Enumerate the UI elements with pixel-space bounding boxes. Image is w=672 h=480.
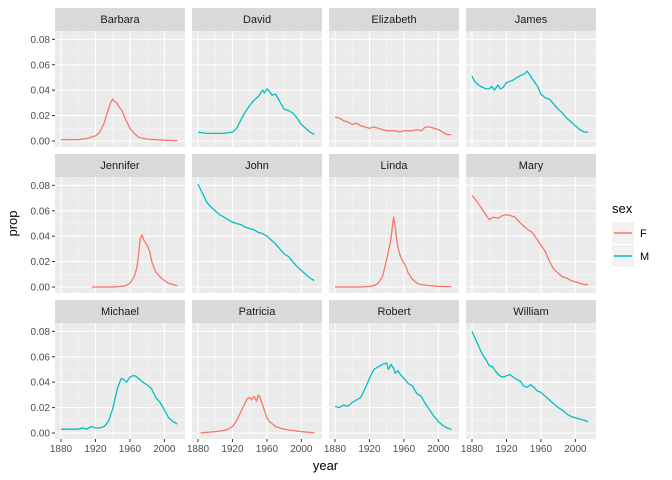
panel-background <box>466 177 596 293</box>
legend-label: M <box>640 251 649 263</box>
y-tick-label: 0.06 <box>31 206 51 217</box>
x-axis-title: year <box>313 458 339 473</box>
y-tick-label: 0.04 <box>31 378 51 389</box>
facet-panel-william: William <box>466 300 596 439</box>
panel-background <box>192 31 322 147</box>
x-tick-label: 1920 <box>358 444 381 455</box>
series-line-mary <box>471 195 589 286</box>
y-tick-label: 0.06 <box>31 352 51 363</box>
facet-strip-label: Patricia <box>239 306 277 318</box>
series-line-david <box>197 88 315 136</box>
facet-panels: Barbara David Elizabeth James Jennifer John Li… <box>55 8 596 439</box>
y-tick-label: 0.02 <box>31 257 51 268</box>
series-line-jennifer <box>92 234 178 288</box>
x-tick-label: 1880 <box>324 444 347 455</box>
y-tick-label: 0.06 <box>31 60 51 71</box>
y-tick-label: 0.00 <box>31 283 51 294</box>
facet-panel-robert: Robert <box>329 300 459 439</box>
axes: 0.00 0.02 0.04 0.06 0.08 0.00 0.02 0.04 0.06 0.08… <box>31 35 587 455</box>
x-tick-label: 1960 <box>256 444 279 455</box>
facet-strip-label: David <box>243 14 271 26</box>
facet-strip-label: Elizabeth <box>371 14 416 26</box>
x-tick-label: 1960 <box>393 444 416 455</box>
x-tick-label: 1920 <box>221 444 244 455</box>
panel-background <box>55 177 185 293</box>
y-tick-label: 0.02 <box>31 403 51 414</box>
y-axis-title: prop <box>5 210 20 236</box>
series-line-robert <box>334 362 452 430</box>
x-tick-label: 2000 <box>427 444 450 455</box>
series-line-william <box>471 331 589 423</box>
series-line-linda <box>335 216 452 288</box>
legend-title: sex <box>612 201 633 216</box>
facet-strip <box>466 300 596 323</box>
series-line-michael <box>61 375 178 430</box>
panel-background <box>192 177 322 293</box>
panel-background <box>466 323 596 439</box>
series-line-barbara <box>61 98 178 142</box>
panel-background <box>329 177 459 293</box>
x-tick-label: 2000 <box>564 444 587 455</box>
facet-strip-label: James <box>515 14 548 26</box>
facet-panel-michael: Michael <box>55 300 185 439</box>
facet-strip <box>55 8 185 31</box>
x-tick-label: 1960 <box>530 444 553 455</box>
x-tick-label: 1880 <box>187 444 210 455</box>
facet-strip-label: Robert <box>377 306 410 318</box>
x-tick-label: 2000 <box>290 444 313 455</box>
facet-panel-jennifer: Jennifer <box>55 154 185 293</box>
panel-background <box>55 31 185 147</box>
facet-strip-label: Linda <box>381 160 409 172</box>
x-tick-label: 1880 <box>461 444 484 455</box>
y-tick-label: 0.08 <box>31 327 51 338</box>
facet-strip-label: Mary <box>519 160 544 172</box>
series-line-patricia <box>200 394 315 434</box>
facet-panel-barbara: Barbara <box>55 8 185 147</box>
panel-background <box>329 323 459 439</box>
facet-panel-james: James <box>466 8 596 147</box>
x-tick-label: 1960 <box>119 444 142 455</box>
series-line-elizabeth <box>334 116 452 136</box>
facet-strip <box>329 300 459 323</box>
y-tick-label: 0.00 <box>31 429 51 440</box>
facet-strip-label: Jennifer <box>100 160 139 172</box>
y-tick-label: 0.04 <box>31 232 51 243</box>
y-tick-label: 0.02 <box>31 111 51 122</box>
panel-background <box>329 31 459 147</box>
facet-strip-label: William <box>513 306 548 318</box>
facet-strip <box>192 300 322 323</box>
facet-panel-john: John <box>192 154 322 293</box>
facet-strip <box>192 8 322 31</box>
facet-strip <box>329 154 459 177</box>
x-tick-label: 1920 <box>495 444 518 455</box>
y-tick-label: 0.04 <box>31 86 51 97</box>
y-tick-label: 0.08 <box>31 181 51 192</box>
facet-strip-label: John <box>245 160 269 172</box>
facet-strip <box>329 8 459 31</box>
facet-panel-patricia: Patricia <box>192 300 322 439</box>
facet-strip <box>466 154 596 177</box>
facet-panel-david: David <box>192 8 322 147</box>
y-tick-label: 0.08 <box>31 35 51 46</box>
facet-strip <box>466 8 596 31</box>
facet-strip <box>55 300 185 323</box>
x-tick-label: 1880 <box>50 444 73 455</box>
series-line-james <box>471 70 589 133</box>
facet-strip-label: Michael <box>101 306 139 318</box>
legend: sex FM <box>612 201 649 267</box>
x-tick-label: 2000 <box>153 444 176 455</box>
facet-strip <box>55 154 185 177</box>
facet-strip-label: Barbara <box>100 14 140 26</box>
panel-background <box>192 323 322 439</box>
y-tick-label: 0.00 <box>31 137 51 148</box>
legend-label: F <box>640 228 647 240</box>
facet-panel-linda: Linda <box>329 154 459 293</box>
facet-strip <box>192 154 322 177</box>
series-line-john <box>197 183 315 282</box>
facet-panel-mary: Mary <box>466 154 596 293</box>
facet-panel-elizabeth: Elizabeth <box>329 8 459 147</box>
x-tick-label: 1920 <box>84 444 107 455</box>
